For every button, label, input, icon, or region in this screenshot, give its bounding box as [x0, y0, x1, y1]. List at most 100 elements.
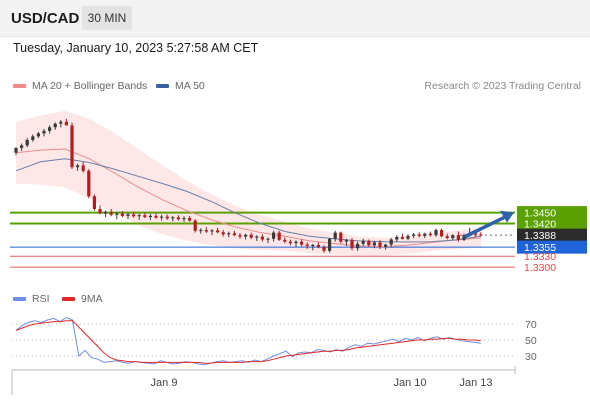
x-tick-label-jan-10: Jan 10	[393, 377, 426, 389]
candle	[440, 228, 444, 238]
candle	[434, 228, 438, 237]
x-tick-label-jan-13: Jan 13	[459, 377, 492, 389]
candle-body	[311, 244, 315, 247]
rsi-swatch-icon	[13, 297, 26, 302]
candle-body	[132, 214, 136, 217]
candle-body	[423, 233, 427, 236]
candle-body	[188, 218, 192, 221]
candle	[109, 208, 113, 217]
candle	[288, 239, 292, 246]
candle	[204, 227, 208, 233]
candle	[456, 231, 460, 242]
forecast-arrowhead-icon	[500, 210, 514, 223]
candle	[232, 230, 236, 237]
candle-body	[199, 230, 203, 232]
candle	[316, 242, 320, 249]
candle	[277, 230, 281, 241]
candle-body	[232, 233, 236, 236]
candle-body	[87, 170, 91, 197]
candle	[210, 228, 214, 236]
candle-body	[25, 139, 29, 146]
candle-body	[160, 216, 164, 218]
candle	[25, 138, 29, 148]
candle	[389, 238, 393, 248]
candle-body	[176, 217, 180, 220]
candle-body	[36, 133, 40, 137]
candle-body	[277, 232, 281, 240]
9ma-swatch-icon	[62, 297, 75, 302]
candle-body	[361, 240, 365, 244]
candle-body	[154, 215, 158, 218]
ma20-line	[15, 148, 481, 248]
candle	[165, 214, 169, 220]
candle-body	[148, 215, 152, 217]
candle-body	[266, 238, 270, 240]
candle-body	[384, 244, 388, 247]
candle-body	[367, 240, 371, 246]
candle-body	[20, 145, 24, 148]
interval-button[interactable]: 30 MIN	[82, 6, 132, 30]
candle	[255, 235, 259, 241]
candle	[244, 233, 248, 240]
forecast-arrow-icon	[464, 215, 506, 238]
candle-body	[137, 215, 141, 217]
candle-body	[64, 121, 68, 126]
candle	[238, 232, 242, 239]
candle	[406, 234, 410, 241]
candle-body	[227, 233, 231, 235]
candle-body	[305, 244, 309, 247]
rsi-tick-label-70: 70	[525, 319, 537, 331]
legend-ma50-label: MA 50	[175, 80, 205, 92]
candle-body	[115, 213, 119, 215]
rsi-line	[15, 317, 481, 366]
legend-9ma: 9MA	[62, 293, 103, 305]
candle	[361, 238, 365, 247]
candle-body	[322, 247, 326, 251]
level-label-1.3300: 1.3300	[524, 262, 556, 274]
x-tick-label-jan-9: Jan 9	[151, 377, 178, 389]
candle	[137, 213, 141, 220]
candle	[451, 234, 455, 241]
candle	[48, 125, 52, 134]
candle	[81, 161, 85, 173]
candle-body	[328, 238, 332, 251]
candle	[322, 245, 326, 253]
candle-body	[31, 136, 35, 140]
level-label-1.3450: 1.3450	[524, 208, 556, 220]
candle	[356, 241, 360, 251]
candle-body	[14, 147, 18, 153]
candle	[148, 214, 152, 220]
candle	[126, 212, 130, 219]
symbol-title: USD/CAD	[11, 10, 80, 27]
candle	[400, 233, 404, 240]
candle	[132, 211, 136, 218]
level-box-1.3420	[517, 217, 587, 231]
candle-body	[260, 236, 264, 240]
candle	[367, 239, 371, 247]
candle-body	[109, 211, 113, 215]
candle	[92, 194, 96, 211]
candle	[31, 134, 35, 142]
candle	[333, 230, 337, 242]
candle-body	[165, 216, 169, 219]
candle-body	[126, 214, 130, 216]
bollinger-band	[16, 110, 481, 256]
candle-body	[272, 232, 276, 239]
candle	[154, 213, 158, 219]
candle-body	[412, 234, 416, 236]
ma20-swatch-icon	[13, 84, 26, 89]
candle	[143, 212, 147, 219]
level-label-1.3355: 1.3355	[524, 242, 556, 254]
candle-body	[59, 121, 63, 124]
candle-body	[104, 211, 108, 214]
candle-body	[339, 232, 343, 242]
candle	[188, 215, 192, 222]
candle-body	[210, 230, 214, 232]
candle	[115, 211, 119, 220]
candle-body	[456, 235, 460, 240]
candle-body	[216, 230, 220, 233]
candle-body	[171, 217, 175, 219]
level-label-1.3388: 1.3388	[524, 230, 556, 242]
candle-body	[283, 239, 287, 242]
